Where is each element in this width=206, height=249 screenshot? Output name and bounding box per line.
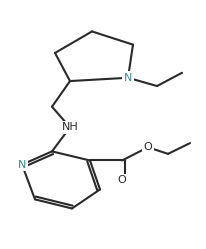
Text: N: N [124, 73, 132, 83]
Text: O: O [118, 175, 126, 185]
Text: O: O [144, 142, 152, 152]
Text: N: N [18, 160, 26, 170]
Text: NH: NH [62, 123, 78, 132]
